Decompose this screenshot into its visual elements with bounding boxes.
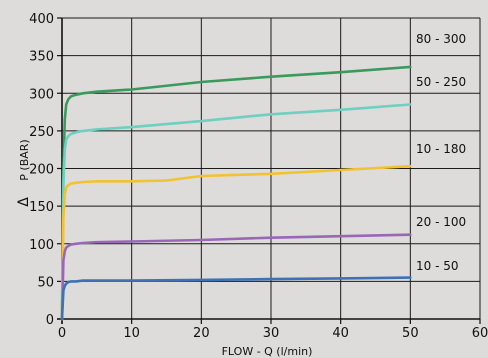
x-tick-label-50: 50 [402, 326, 419, 341]
series-line-80-300 [60, 65, 412, 321]
series-label-50-250: 50 - 250 [416, 75, 466, 89]
series-lines [60, 65, 412, 321]
y-tick-label-150: 150 [29, 200, 54, 215]
x-tick-label-20: 20 [193, 326, 210, 341]
series-label-10-180: 10 - 180 [416, 142, 466, 156]
x-axis-title: FLOW - Q (l/min) [222, 345, 313, 358]
y-tick-label-250: 250 [29, 125, 54, 140]
y-tick-label-300: 300 [29, 87, 54, 102]
series-line-20-100 [60, 233, 412, 321]
series-label-20-100: 20 - 100 [416, 215, 466, 229]
y-axis-title: P (BAR) [18, 139, 31, 180]
series-label-80-300: 80 - 300 [416, 32, 466, 46]
y-tick-label-400: 400 [29, 12, 54, 27]
y-axis-title-group: P (BAR) Δ [16, 139, 32, 207]
y-tick-label-200: 200 [29, 163, 54, 178]
x-tick-label-10: 10 [123, 326, 140, 341]
grid-lines [62, 17, 481, 319]
y-tick-label-50: 50 [37, 275, 54, 290]
series-line-10-50 [60, 276, 412, 321]
tick-labels: 0 50 100 150 200 250 300 350 400 0 10 20 30 40 50 60 [29, 12, 488, 341]
x-tick-label-30: 30 [263, 326, 280, 341]
series-label-10-50: 10 - 50 [416, 259, 459, 273]
y-tick-label-100: 100 [29, 238, 54, 253]
x-tick-label-0: 0 [58, 326, 66, 341]
series-line-10-180 [60, 164, 412, 321]
y-tick-label-350: 350 [29, 50, 54, 65]
y-axis-delta-symbol: Δ [16, 197, 32, 207]
x-tick-label-60: 60 [472, 326, 488, 341]
series-labels: 80 - 300 50 - 250 10 - 180 20 - 100 10 - 50 [416, 32, 466, 273]
x-tick-label-40: 40 [332, 326, 349, 341]
series-line-50-250 [60, 103, 412, 321]
y-tick-label-0: 0 [46, 313, 54, 328]
